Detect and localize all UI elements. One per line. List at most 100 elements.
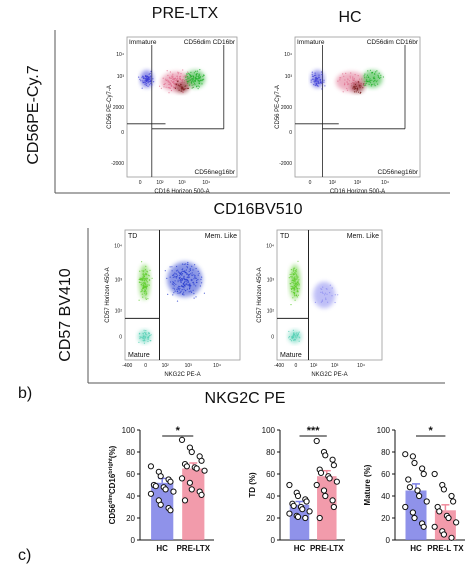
event-cloud-memlike-event	[187, 263, 189, 265]
event-cloud-pink-event	[164, 83, 166, 85]
event-cloud-pink-event	[347, 82, 349, 84]
event-cloud-immature-event	[314, 79, 316, 81]
event-cloud-mature-event	[143, 342, 145, 344]
event-cloud-immature-event	[144, 81, 146, 83]
event-cloud-immature-event	[313, 80, 315, 82]
event-cloud-pink-event	[160, 87, 162, 89]
event-cloud-immature-event	[148, 81, 150, 83]
event-cloud-memlike-event	[183, 294, 185, 296]
event-cloud-memlike-event	[169, 266, 171, 268]
event-cloud-green-event	[187, 82, 189, 84]
event-cloud-immature-event	[310, 79, 312, 81]
data-point	[193, 465, 200, 472]
plot-frame-hc	[294, 36, 421, 178]
event-cloud-immature-event	[149, 80, 151, 82]
event-cloud-td-event	[297, 281, 299, 283]
event-cloud-memlike-event	[322, 286, 324, 288]
event-cloud-immature-event	[144, 83, 146, 85]
event-cloud-green-event	[366, 74, 369, 76]
data-point	[322, 492, 329, 500]
gate-label-immature: Immature	[297, 39, 325, 46]
data-point	[402, 451, 409, 458]
event-cloud-mature	[137, 329, 152, 344]
event-cloud-mature-event	[292, 329, 294, 331]
event-cloud-dark-event	[180, 83, 182, 86]
event-cloud-immature-event	[315, 79, 317, 81]
y-tick-label: 20	[126, 514, 135, 523]
event-cloud-memlike-event	[180, 290, 182, 292]
x-tick-label: -400	[274, 363, 284, 369]
event-cloud-td-event	[142, 288, 144, 290]
event-cloud-td-event	[149, 269, 151, 271]
significance-label: ***	[307, 425, 321, 437]
event-cloud-immature-event	[144, 79, 146, 81]
event-cloud-memlike-event	[175, 276, 177, 278]
gate-label-cd56dim: CD56dim CD16br	[367, 39, 419, 46]
event-cloud-td-event	[144, 274, 146, 276]
event-cloud-memlike-event	[185, 272, 187, 274]
event-cloud-td-event	[295, 283, 297, 286]
event-cloud-green-event	[194, 79, 197, 81]
event-cloud-pink-event	[181, 80, 183, 82]
bar-hc	[405, 490, 427, 540]
gate-label-cd56neg: CD56neg16br	[195, 169, 236, 176]
event-cloud-memlike-event	[174, 280, 176, 282]
event-cloud-td-event	[140, 281, 142, 284]
event-cloud-green-event	[198, 75, 200, 77]
event-cloud-memlike-event	[194, 264, 196, 266]
plot-y-label: CD56 PE-Cy7-A	[107, 85, 113, 129]
data-point	[453, 519, 460, 526]
event-cloud-td-event	[298, 285, 300, 287]
event-cloud-pink-event	[342, 91, 344, 93]
y-tick-label: 0	[271, 536, 276, 545]
event-cloud-td-event	[142, 286, 144, 288]
event-cloud-td-event	[292, 270, 294, 272]
y-tick-label: 10⁴	[116, 52, 124, 58]
event-cloud-mature-event	[298, 331, 300, 333]
event-cloud-memlike-event	[179, 291, 182, 293]
event-cloud-pink-event	[344, 83, 346, 85]
event-cloud-mature-event	[143, 339, 145, 341]
event-cloud-green-event	[376, 80, 378, 82]
event-cloud-dark-event	[360, 91, 362, 93]
event-cloud-pink-event	[359, 78, 361, 80]
event-cloud-memlike-event	[173, 276, 175, 278]
event-cloud-green-event	[377, 74, 379, 76]
event-cloud-memlike-event	[321, 291, 323, 293]
y-tick-label: 20	[266, 514, 275, 523]
event-cloud-memlike-event	[183, 270, 185, 272]
event-cloud-memlike-event	[166, 277, 168, 279]
event-cloud-td-event	[296, 274, 298, 276]
event-cloud-td-event	[293, 283, 295, 285]
event-cloud-green-event	[202, 75, 204, 78]
event-cloud-td	[138, 261, 153, 301]
event-cloud-immature-event	[315, 76, 317, 78]
event-cloud-memlike-event	[189, 269, 192, 271]
x-tick-label: 10²	[329, 180, 337, 186]
event-cloud-td-event	[143, 291, 145, 293]
gate-label-mem: Mem. Like	[347, 233, 379, 240]
event-cloud-dark-event	[180, 88, 183, 90]
event-cloud-immature-event	[145, 79, 147, 81]
event-cloud-dark-event	[187, 87, 189, 89]
event-cloud-memlike-event	[178, 287, 180, 289]
event-cloud-memlike-event	[183, 288, 185, 290]
data-point	[167, 507, 174, 514]
y-tick-label: 10⁴	[114, 244, 122, 250]
data-point	[317, 469, 325, 476]
event-cloud-immature-event	[316, 80, 318, 82]
event-cloud-td-event	[298, 279, 300, 281]
gate-label-mature: Mature	[280, 352, 302, 359]
event-cloud-td-event	[294, 272, 297, 274]
middle-y-axis-title: CD57 BV410	[57, 268, 74, 361]
event-cloud-pink-event	[170, 80, 172, 82]
event-cloud-td-event	[146, 278, 148, 280]
bar-chart-1: 0 20 40 60 80 100 CD56dimCD16bright(%) HC PRE-LT…	[108, 425, 214, 553]
event-cloud-memlike-event	[197, 278, 199, 281]
event-cloud-td-event	[296, 296, 298, 298]
event-cloud-memlike-event	[181, 279, 183, 281]
event-cloud-mature-event	[148, 333, 150, 335]
event-cloud-td-event	[142, 271, 144, 273]
event-cloud-td-event	[297, 280, 299, 282]
event-cloud-td-event	[139, 279, 141, 281]
